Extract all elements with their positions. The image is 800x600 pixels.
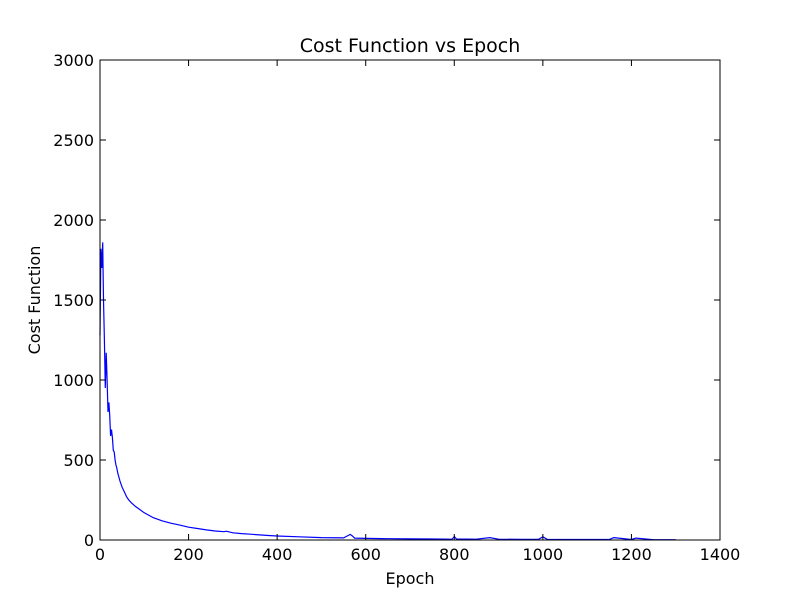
x-tick-label-7: 1400: [700, 545, 741, 564]
axis-ticks: 0 200 400 600 800 1000 1200 1400 0 500 1000 1500 200…: [53, 51, 740, 564]
y-tick-label-0: 0: [84, 531, 94, 550]
plot-area: [99, 242, 676, 541]
y-tick-label-2: 1000: [53, 371, 94, 390]
y-tick-label-4: 2000: [53, 211, 94, 230]
y-tick-label-1: 500: [63, 451, 94, 470]
x-tick-label-0: 0: [95, 545, 105, 564]
y-tick-label-3: 1500: [53, 291, 94, 310]
series-line-0: [99, 242, 676, 541]
y-tick-label-5: 2500: [53, 131, 94, 150]
y-axis-label: Cost Function: [25, 246, 44, 355]
x-axis-label: Epoch: [386, 569, 435, 588]
chart-title: Cost Function vs Epoch: [300, 35, 521, 57]
y-tick-label-6: 3000: [53, 51, 94, 70]
x-tick-label-2: 400: [262, 545, 293, 564]
plot-frame: [99, 59, 721, 541]
x-tick-label-1: 200: [173, 545, 204, 564]
x-tick-label-5: 1000: [522, 545, 563, 564]
x-tick-label-4: 800: [439, 545, 470, 564]
x-tick-label-3: 600: [350, 545, 381, 564]
x-tick-label-6: 1200: [611, 545, 652, 564]
